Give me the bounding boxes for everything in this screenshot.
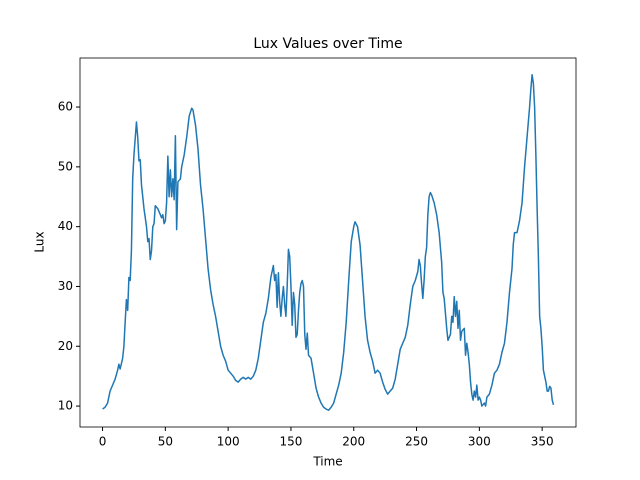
y-axis-label: Lux xyxy=(33,231,47,252)
x-tick-label: 250 xyxy=(405,435,428,449)
x-tick-label: 350 xyxy=(531,435,554,449)
y-tick-label: 40 xyxy=(58,219,73,233)
x-tick-label: 150 xyxy=(279,435,302,449)
x-tick-label: 0 xyxy=(99,435,107,449)
x-tick-label: 200 xyxy=(342,435,365,449)
y-tick-label: 30 xyxy=(58,279,73,293)
chart-title: Lux Values over Time xyxy=(253,36,402,52)
x-tick-label: 100 xyxy=(217,435,240,449)
data-line xyxy=(102,74,555,411)
plot-frame xyxy=(79,57,577,428)
y-tick-label: 10 xyxy=(58,399,73,413)
x-tick-label: 50 xyxy=(158,435,173,449)
y-tick-label: 60 xyxy=(58,100,73,114)
y-tick-label: 20 xyxy=(58,339,73,353)
y-tick-label: 50 xyxy=(58,159,73,173)
x-axis-label: Time xyxy=(312,455,342,469)
x-tick-label: 300 xyxy=(468,435,491,449)
